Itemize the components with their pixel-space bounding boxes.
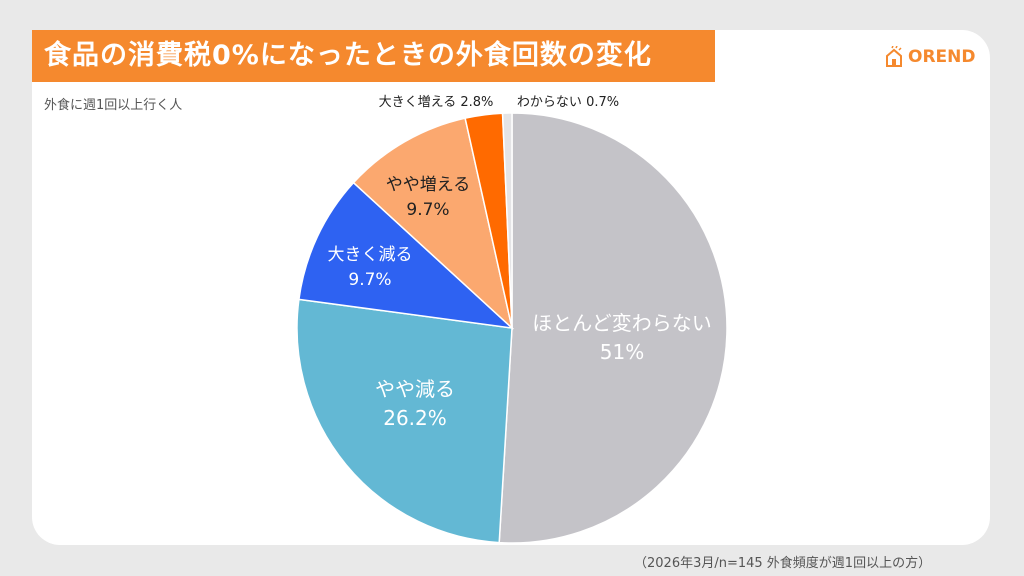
footnote: （2026年3月/n=145 外食頻度が週1回以上の方） [634, 556, 932, 571]
slice-label: 大きく減る 9.7% [328, 243, 413, 292]
slice-label: わからない 0.7% [517, 94, 619, 113]
logo: OREND [884, 46, 976, 68]
pie-slice [501, 112, 513, 329]
slice-label: やや増える 9.7% [386, 173, 471, 222]
logo-text: OREND [908, 47, 976, 67]
slice-label: やや減る 26.2% [375, 375, 455, 433]
slice-name: 大きく減る [327, 245, 413, 266]
slice-name: 大きく増える [378, 95, 457, 110]
slice-value: 51% [599, 340, 645, 364]
pie-slice [498, 112, 728, 544]
slice-value: 9.7% [348, 269, 392, 290]
chart-subtitle: 外食に週1回以上行く人 [44, 98, 183, 113]
slice-value: 2.8% [460, 95, 494, 110]
pie-slice [296, 298, 513, 544]
slice-name: やや減る [375, 377, 455, 401]
slice-value: 0.7% [586, 95, 620, 110]
slice-label: ほとんど変わらない 51% [532, 309, 711, 367]
pie-slice [352, 117, 514, 331]
chart-title: 食品の消費税0%になったときの外食回数の変化 [32, 30, 715, 82]
slice-name: ほとんど変わらない [532, 311, 712, 335]
house-icon [886, 46, 902, 67]
slice-value: 9.7% [406, 199, 450, 220]
pie-slice [298, 181, 515, 330]
slice-name: やや増える [385, 175, 471, 196]
slice-label: 大きく増える 2.8% [379, 94, 494, 113]
slice-name: わからない [516, 95, 582, 110]
slice-value: 26.2% [383, 406, 447, 430]
